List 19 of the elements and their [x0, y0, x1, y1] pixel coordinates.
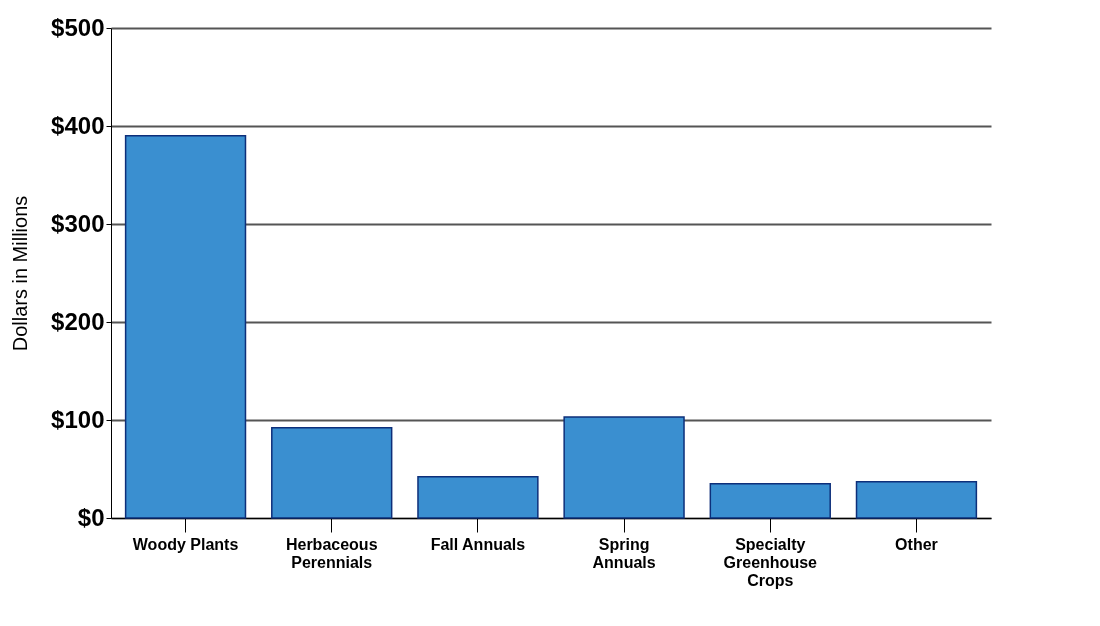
- x-tick-label: Spring Annuals: [592, 535, 656, 571]
- x-tick-label: Fall Annuals: [430, 535, 526, 553]
- y-tick-label: $100: [51, 405, 105, 433]
- y-tick-label: $300: [51, 209, 105, 237]
- y-tick-label: $400: [51, 111, 105, 139]
- bar: [417, 476, 539, 519]
- y-axis-title: Dollars in Millions: [9, 195, 32, 352]
- x-tick-label: Woody Plants: [132, 535, 239, 553]
- y-tick-label: $500: [51, 13, 105, 41]
- x-tick-label: Specialty Greenhouse Crops: [723, 535, 818, 589]
- bar: [709, 482, 831, 519]
- bar: [124, 135, 247, 519]
- bar: [855, 480, 978, 519]
- y-tick-label: $0: [77, 503, 105, 531]
- bar: [271, 427, 393, 519]
- y-tick-label: $200: [51, 307, 105, 335]
- x-tick-label: Herbaceous Perennials: [285, 535, 378, 571]
- bar: [563, 416, 685, 519]
- x-tick-label: Other: [895, 535, 938, 553]
